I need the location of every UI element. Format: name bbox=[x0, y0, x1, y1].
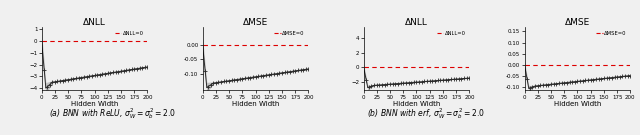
Title: ΔMSE: ΔMSE bbox=[243, 18, 268, 27]
X-axis label: Hidden Width: Hidden Width bbox=[71, 101, 118, 107]
X-axis label: Hidden Width: Hidden Width bbox=[554, 101, 601, 107]
Legend: ΔNLL=0: ΔNLL=0 bbox=[436, 30, 467, 37]
Text: (a) BNN with ReLU, $\sigma^2_W = \sigma^2_b = 2.0$: (a) BNN with ReLU, $\sigma^2_W = \sigma^… bbox=[49, 106, 175, 121]
X-axis label: Hidden Width: Hidden Width bbox=[232, 101, 279, 107]
Text: (b) BNN with erf, $\sigma^2_W = \sigma^2_b = 2.0$: (b) BNN with erf, $\sigma^2_W = \sigma^2… bbox=[367, 106, 484, 121]
Legend: ΔNLL=0: ΔNLL=0 bbox=[114, 30, 145, 37]
Title: ΔMSE: ΔMSE bbox=[565, 18, 590, 27]
Title: ΔNLL: ΔNLL bbox=[83, 18, 106, 27]
X-axis label: Hidden Width: Hidden Width bbox=[393, 101, 440, 107]
Legend: ΔMSE=0: ΔMSE=0 bbox=[595, 30, 628, 37]
Legend: ΔMSE=0: ΔMSE=0 bbox=[273, 30, 306, 37]
Title: ΔNLL: ΔNLL bbox=[405, 18, 428, 27]
